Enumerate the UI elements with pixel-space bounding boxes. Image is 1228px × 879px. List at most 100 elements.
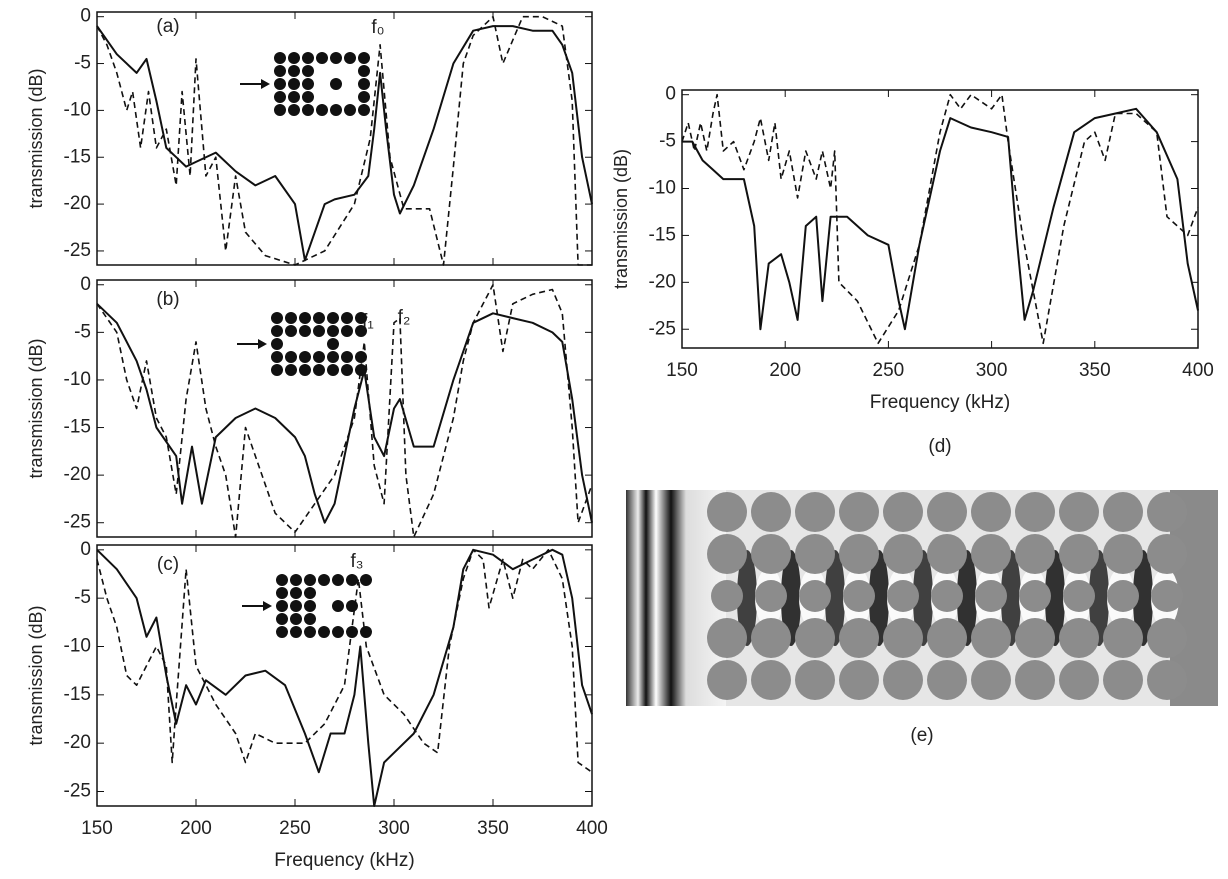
- inset-dot: [271, 325, 283, 337]
- y-tick-label: -25: [64, 781, 91, 802]
- x-axis-label: Frequency (kHz): [870, 392, 1010, 413]
- inset-dot: [299, 312, 311, 324]
- inset-dot: [327, 325, 339, 337]
- inset-dot: [313, 364, 325, 376]
- inset-dot: [304, 600, 316, 612]
- inset-dot: [276, 587, 288, 599]
- scatterer: [1059, 534, 1099, 574]
- scatterer: [839, 618, 879, 658]
- y-tick-label: -25: [649, 318, 676, 339]
- inset-dot: [358, 104, 370, 116]
- y-tick-label: -20: [64, 732, 91, 753]
- panel: 0 -5 -10 -15 -20 -25 150 200 250 300 350 400 transmi…: [611, 84, 1214, 457]
- y-tick-label: -10: [64, 636, 91, 657]
- scatterer: [1147, 618, 1187, 658]
- scatterer: [1059, 660, 1099, 700]
- inset-dot: [304, 587, 316, 599]
- scatterer: [1103, 534, 1143, 574]
- scatterer: [1147, 534, 1187, 574]
- inset-dot: [313, 351, 325, 363]
- y-tick-label: -5: [74, 587, 91, 608]
- inset-dot: [271, 351, 283, 363]
- scatterer: [883, 618, 923, 658]
- inset-dot: [285, 364, 297, 376]
- scatterer: [795, 660, 835, 700]
- data-line: [96, 549, 593, 773]
- inset-dot: [276, 574, 288, 586]
- inset-dot: [341, 364, 353, 376]
- inset-dot: [330, 78, 342, 90]
- panel: 0 -5 -10 -15 -20 -25 transmission (dB) (a) f₀: [26, 6, 593, 266]
- scatterer: [971, 492, 1011, 532]
- y-tick-label: -5: [659, 131, 676, 152]
- inset-dot: [288, 104, 300, 116]
- y-axis-label: transmission (dB): [26, 605, 46, 745]
- y-tick-label: -20: [64, 464, 91, 485]
- x-tick-label: 400: [1182, 360, 1214, 381]
- data-line: [681, 93, 1199, 345]
- x-tick-label: 300: [378, 818, 410, 839]
- data-line: [96, 303, 593, 524]
- annotation: (c): [157, 554, 179, 575]
- x-tick-label: 350: [1079, 360, 1111, 381]
- scatterer: [707, 618, 747, 658]
- inset-dot: [290, 600, 302, 612]
- inset-arrowhead: [261, 79, 270, 89]
- scatterer: [927, 492, 967, 532]
- scatterer: [1059, 492, 1099, 532]
- inset-dot: [318, 626, 330, 638]
- annotation: f₂: [398, 307, 411, 328]
- inset-dot: [316, 52, 328, 64]
- y-tick-label: -5: [74, 53, 91, 74]
- inset-dot: [327, 364, 339, 376]
- plot-frame: [96, 11, 593, 266]
- field-shadow: [1001, 550, 1021, 646]
- scatterer: [1103, 618, 1143, 658]
- data-line: [96, 15, 592, 266]
- panel-caption: (d): [928, 436, 951, 457]
- scatterer: [883, 660, 923, 700]
- data-line: [96, 284, 593, 538]
- y-axis-label: transmission (dB): [26, 338, 46, 478]
- inset-dot: [318, 574, 330, 586]
- field-shadow: [1089, 550, 1109, 646]
- scatterer: [971, 534, 1011, 574]
- inset-dot: [276, 626, 288, 638]
- y-tick-label: -5: [74, 321, 91, 342]
- inset-dot: [299, 351, 311, 363]
- inset-dot: [332, 600, 344, 612]
- scatterer: [799, 580, 831, 612]
- inset-dot: [330, 52, 342, 64]
- inset-dot: [302, 91, 314, 103]
- scatterer: [931, 580, 963, 612]
- scatterer: [751, 492, 791, 532]
- field-shadow: [1133, 550, 1153, 646]
- field-shadow: [1045, 550, 1065, 646]
- inset-dot: [358, 78, 370, 90]
- scatterer: [839, 534, 879, 574]
- inset-dot: [285, 312, 297, 324]
- scatterer: [1107, 580, 1139, 612]
- x-tick-label: 250: [873, 360, 905, 381]
- x-tick-label: 300: [976, 360, 1008, 381]
- field-shadow: [825, 550, 845, 646]
- annotation: f₃: [350, 551, 363, 572]
- scatterer: [1147, 660, 1187, 700]
- x-tick-label: 150: [666, 360, 698, 381]
- x-tick-label: 200: [769, 360, 801, 381]
- y-tick-label: -15: [649, 224, 676, 245]
- inset-dot: [276, 600, 288, 612]
- inset-dot: [290, 626, 302, 638]
- inset-dot: [327, 338, 339, 350]
- inset-dot: [274, 65, 286, 77]
- data-line: [96, 25, 593, 262]
- scatterer: [1019, 580, 1051, 612]
- scatterer: [1103, 492, 1143, 532]
- scatterer: [751, 660, 791, 700]
- y-tick-label: -15: [64, 146, 91, 167]
- inset-dot: [271, 338, 283, 350]
- figure-caption: (e): [910, 725, 933, 746]
- annotation: f₁: [362, 311, 374, 332]
- inset-dot: [358, 65, 370, 77]
